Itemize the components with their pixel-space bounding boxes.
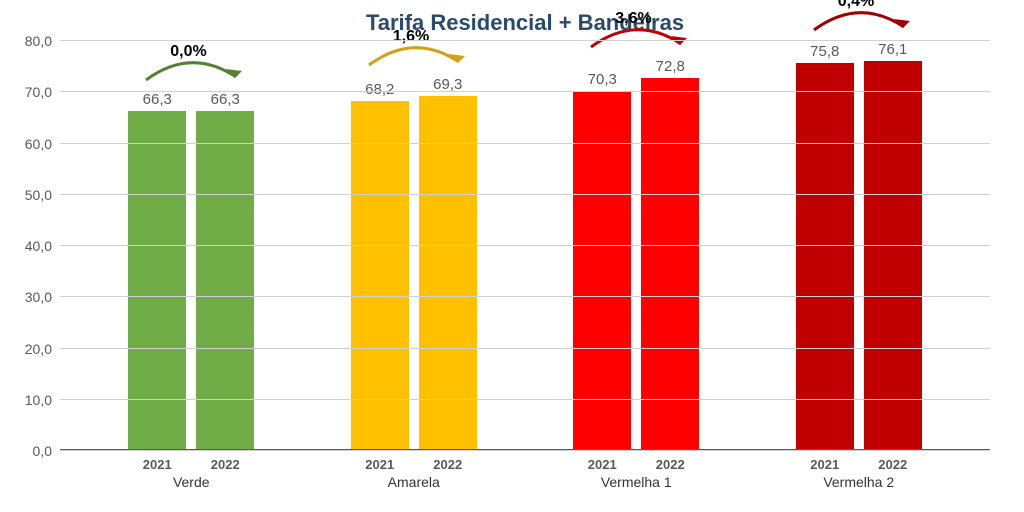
bar-group: 70,372,83,6% <box>573 41 699 451</box>
bar <box>641 78 699 451</box>
gridline <box>60 143 990 144</box>
gridline <box>60 296 990 297</box>
pct-change-label: 0,0% <box>170 43 206 61</box>
pct-change-label: 1,6% <box>393 28 429 46</box>
bar-group: 75,876,10,4% <box>796 41 922 451</box>
bar-value-label: 75,8 <box>810 43 839 60</box>
y-tick-label: 0,0 <box>33 443 52 459</box>
x-group: 2021 2022 Verde <box>128 457 254 490</box>
gridline <box>60 40 990 41</box>
y-tick-label: 60,0 <box>25 136 52 152</box>
bar-wrap: 66,3 <box>128 91 186 451</box>
gridline <box>60 194 990 195</box>
year-row: 2021 2022 <box>573 457 699 472</box>
bar-group: 66,3 66,3 0,0% <box>128 41 254 451</box>
bar <box>796 63 854 451</box>
bars-row: 66,366,30,0%68,269,31,6%70,372,83,6%75,8… <box>60 41 990 451</box>
year-label: 2021 <box>573 457 631 472</box>
x-axis-labels: 2021 2022 Verde 2021 2022 Amarela 2021 2022 Verm… <box>60 457 990 490</box>
y-tick-label: 80,0 <box>25 33 52 49</box>
bar-value-label: 72,8 <box>656 58 685 75</box>
bar-wrap: 72,8 <box>641 58 699 451</box>
gridline <box>60 245 990 246</box>
bar <box>196 111 254 451</box>
bar <box>419 96 477 451</box>
bar-value-label: 68,2 <box>365 81 394 98</box>
x-group: 2021 2022 Vermelha 2 <box>796 457 922 490</box>
bar-value-label: 66,3 <box>143 91 172 108</box>
gridline <box>60 450 990 451</box>
tariff-chart: Tarifa Residencial + Bandeiras 66,366,30… <box>60 10 990 500</box>
year-label: 2021 <box>128 457 186 472</box>
year-row: 2021 2022 <box>351 457 477 472</box>
year-label: 2021 <box>796 457 854 472</box>
bar <box>128 111 186 451</box>
year-label: 2021 <box>351 457 409 472</box>
pct-change-label: 0,4% <box>838 0 874 11</box>
y-tick-label: 50,0 <box>25 187 52 203</box>
category-label: Vermelha 2 <box>823 474 894 490</box>
bar <box>573 91 631 451</box>
plot-area: 66,366,30,0%68,269,31,6%70,372,83,6%75,8… <box>60 41 990 451</box>
gridline <box>60 91 990 92</box>
x-group: 2021 2022 Amarela <box>351 457 477 490</box>
category-label: Vermelha 1 <box>601 474 672 490</box>
x-group: 2021 2022 Vermelha 1 <box>573 457 699 490</box>
bar-wrap: 68,2 <box>351 81 409 451</box>
year-label: 2022 <box>196 457 254 472</box>
bar-wrap: 66,3 <box>196 91 254 451</box>
pct-change-label: 3,6% <box>615 10 651 28</box>
y-tick-label: 20,0 <box>25 341 52 357</box>
bar-wrap: 76,1 <box>864 41 922 451</box>
gridline <box>60 399 990 400</box>
bar <box>864 61 922 451</box>
y-tick-label: 70,0 <box>25 84 52 100</box>
category-label: Verde <box>173 474 210 490</box>
bar-wrap: 70,3 <box>573 71 631 451</box>
gridline <box>60 348 990 349</box>
category-label: Amarela <box>388 474 440 490</box>
year-row: 2021 2022 <box>796 457 922 472</box>
y-tick-label: 30,0 <box>25 289 52 305</box>
bar-wrap: 69,3 <box>419 76 477 451</box>
bar-value-label: 70,3 <box>588 71 617 88</box>
y-tick-label: 40,0 <box>25 238 52 254</box>
year-label: 2022 <box>641 457 699 472</box>
bar-value-label: 76,1 <box>878 41 907 58</box>
year-label: 2022 <box>864 457 922 472</box>
bar-wrap: 75,8 <box>796 43 854 451</box>
bar-value-label: 66,3 <box>211 91 240 108</box>
y-tick-label: 10,0 <box>25 392 52 408</box>
year-label: 2022 <box>419 457 477 472</box>
bar-group: 68,269,31,6% <box>351 41 477 451</box>
year-row: 2021 2022 <box>128 457 254 472</box>
